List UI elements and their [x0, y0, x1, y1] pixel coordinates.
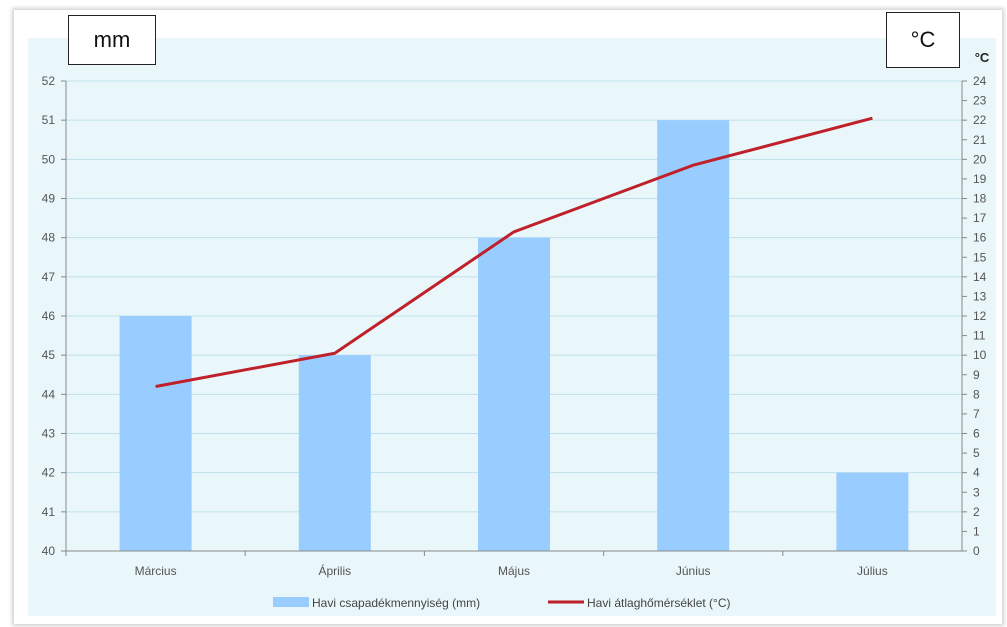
right-tick-label: 5: [973, 446, 980, 460]
bar-3: [478, 237, 550, 551]
legend: Havi csapadékmennyiség (mm) Havi átlaghő…: [273, 596, 731, 610]
right-unit-box: °C: [886, 12, 960, 68]
left-tick-label: 43: [42, 427, 56, 441]
right-tick-label: 23: [973, 94, 987, 108]
left-tick-label: 52: [42, 74, 56, 88]
category-label: Június: [676, 564, 711, 578]
temperature-line: [155, 116, 873, 388]
bar-1: [119, 316, 192, 551]
left-tick-label: 41: [42, 505, 56, 519]
left-tick-label: 44: [42, 387, 56, 401]
right-tick-label: 2: [973, 505, 980, 519]
right-tick-label: 0: [973, 544, 980, 558]
left-tick-label: 40: [42, 544, 56, 558]
right-tick-label: 18: [973, 192, 987, 206]
right-tick-label: 12: [973, 309, 987, 323]
left-tick-label: 50: [42, 152, 56, 166]
right-tick-label: 14: [973, 270, 987, 284]
category-label: Március: [135, 564, 177, 578]
category-label: Április: [318, 563, 351, 578]
right-tick-label: 16: [973, 231, 987, 245]
category-label: Május: [498, 564, 530, 578]
legend-swatch-precipitation: [273, 597, 309, 607]
left-tick-label: 45: [42, 348, 56, 362]
right-tick-label: 4: [973, 466, 980, 480]
right-tick-label: 17: [973, 211, 987, 225]
left-tick-label: 51: [42, 113, 56, 127]
right-tick-label: 15: [973, 250, 987, 264]
bar-5: [836, 472, 909, 551]
right-tick-label: 1: [973, 524, 980, 538]
right-tick-label: 20: [973, 152, 987, 166]
left-unit-box: mm: [68, 15, 156, 65]
right-tick-label: 24: [973, 74, 987, 88]
left-tick-label: 48: [42, 231, 56, 245]
legend-label-precipitation: Havi csapadékmennyiség (mm): [312, 596, 480, 610]
right-tick-label: 21: [973, 133, 987, 147]
right-axis-unit: °C: [975, 50, 990, 65]
left-tick-label: 49: [42, 192, 56, 206]
category-label: Július: [857, 564, 888, 578]
legend-label-temperature: Havi átlaghőmérséklet (°C): [587, 596, 731, 610]
right-tick-label: 6: [973, 427, 980, 441]
right-tick-label: 7: [973, 407, 980, 421]
left-tick-label: 47: [42, 270, 56, 284]
right-tick-label: 13: [973, 289, 987, 303]
right-tick-label: 11: [973, 329, 986, 343]
right-tick-label: 3: [973, 485, 980, 499]
right-tick-label: 22: [973, 113, 987, 127]
left-tick-label: 42: [42, 466, 56, 480]
right-tick-label: 19: [973, 172, 987, 186]
left-tick-label: 46: [42, 309, 56, 323]
right-tick-label: 10: [973, 348, 987, 362]
bar-2: [298, 355, 371, 551]
bar-4: [657, 120, 730, 552]
right-tick-label: 9: [973, 368, 980, 382]
right-tick-label: 8: [973, 387, 980, 401]
